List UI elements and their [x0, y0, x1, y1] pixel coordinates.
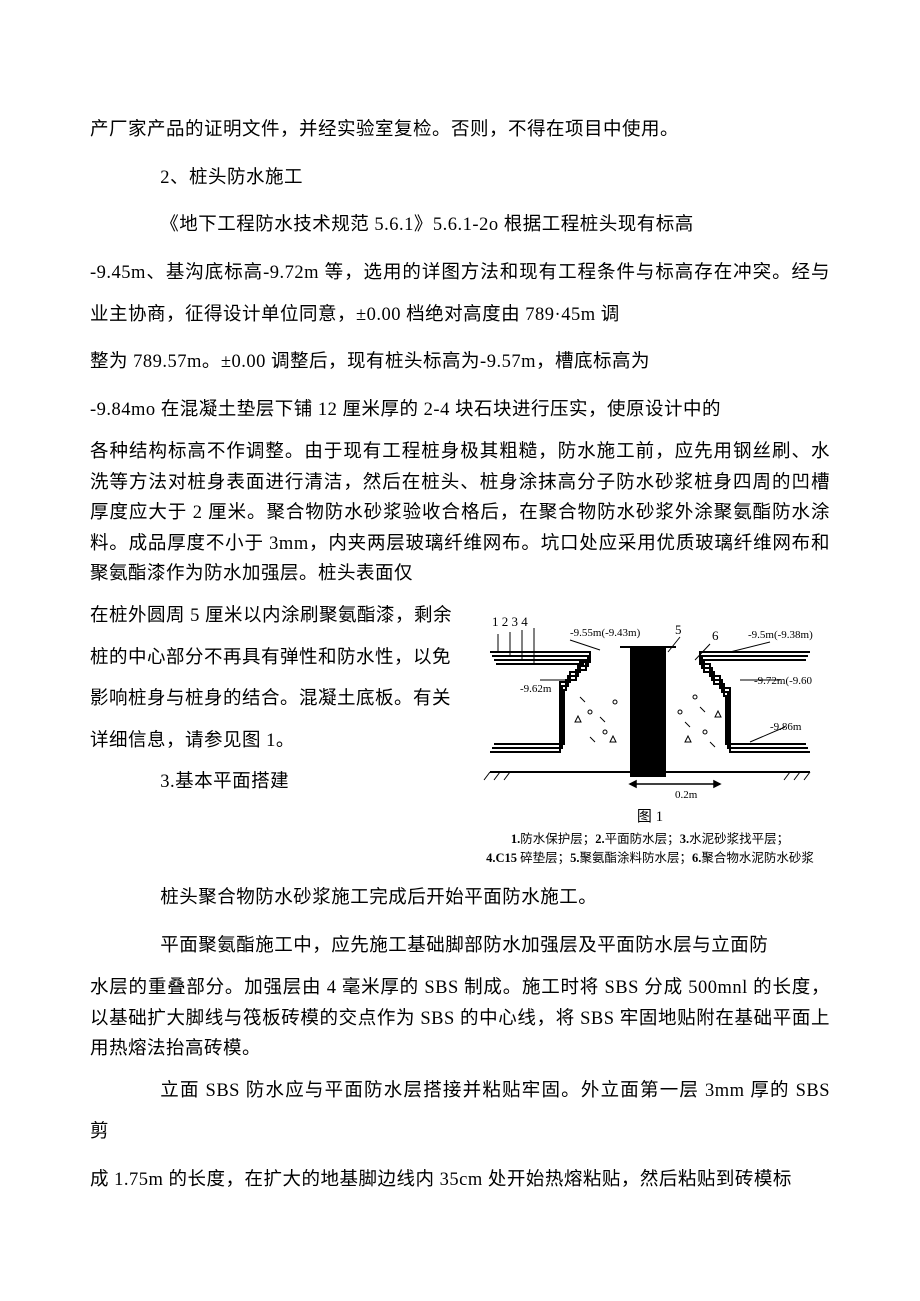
- heading-item: 2、桩头防水施工: [90, 158, 830, 200]
- fig-label-r1: -9.5m(-9.38m): [748, 629, 813, 641]
- paragraph: 水层的重叠部分。加强层由 4 毫米厚的 SBS 制成。施工时将 SBS 分成 5…: [90, 973, 830, 1065]
- fig-label-6: 6: [712, 628, 719, 643]
- figure-legend-line-1: 1.防水保护层；2.平面防水层；3.水泥砂浆找平层；: [470, 830, 830, 849]
- fig-label-5: 5: [675, 622, 682, 637]
- fig-label-1234: 1 2 3 4: [492, 614, 528, 629]
- figure-1: 1 2 3 4 5 6 -9.55m(-9.43m) -9.62m -9.5m(…: [470, 602, 830, 868]
- paragraph: 各种结构标高不作调整。由于现有工程桩身极其粗糙，防水施工前，应先用钢丝刷、水洗等…: [90, 437, 830, 590]
- figure-diagram: 1 2 3 4 5 6 -9.55m(-9.43m) -9.62m -9.5m(…: [470, 602, 830, 802]
- fig-label-r3: -9.86m: [770, 721, 802, 733]
- figure-title: 图 1: [470, 806, 830, 829]
- fig-label-r2: -9.72m(-9.60: [754, 675, 813, 687]
- paragraph: 成 1.75m 的长度，在扩大的地基脚边线内 35cm 处开始热熔粘贴，然后粘贴…: [90, 1160, 830, 1202]
- paragraph: 平面聚氨酯施工中，应先施工基础脚部防水加强层及平面防水层与立面防: [90, 926, 830, 968]
- fig-label-dim: 0.2m: [675, 789, 698, 801]
- figure-legend-line-2: 4.C15 碎垫层；5.聚氨酯涂料防水层；6.聚合物水泥防水砂浆: [470, 849, 830, 868]
- figure-text-wrap: 1 2 3 4 5 6 -9.55m(-9.43m) -9.62m -9.5m(…: [90, 596, 830, 878]
- paragraph: 桩头聚合物防水砂浆施工完成后开始平面防水施工。: [90, 878, 830, 920]
- paragraph: 《地下工程防水技术规范 5.6.1》5.6.1-2o 根据工程桩头现有标高: [90, 205, 830, 247]
- paragraph: -9.45m、基沟底标高-9.72m 等，选用的详图方法和现有工程条件与标高存在…: [90, 253, 830, 336]
- paragraph: 整为 789.57m。±0.00 调整后，现有桩头标高为-9.57m，槽底标高为: [90, 342, 830, 384]
- document-page: 产厂家产品的证明文件，并经实验室复检。否则，不得在项目中使用。 2、桩头防水施工…: [0, 0, 920, 1301]
- paragraph: -9.84mo 在混凝土垫层下铺 12 厘米厚的 2-4 块石块进行压实，使原设…: [90, 390, 830, 432]
- fig-label-l2: -9.62m: [520, 683, 552, 695]
- paragraph: 立面 SBS 防水应与平面防水层搭接并粘贴牢固。外立面第一层 3mm 厚的 SB…: [90, 1071, 830, 1154]
- figure-caption: 图 1 1.防水保护层；2.平面防水层；3.水泥砂浆找平层； 4.C15 碎垫层…: [470, 806, 830, 868]
- paragraph: 产厂家产品的证明文件，并经实验室复检。否则，不得在项目中使用。: [90, 110, 830, 152]
- fig-label-l1: -9.55m(-9.43m): [570, 627, 641, 639]
